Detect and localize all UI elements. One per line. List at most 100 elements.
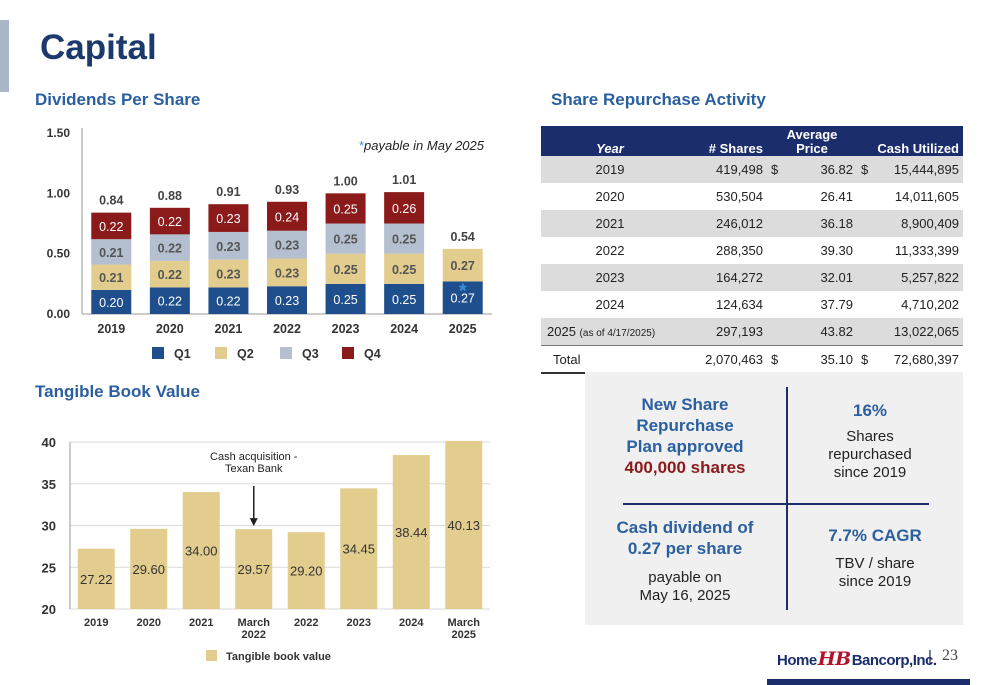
bar-value-label: 0.25: [333, 263, 357, 277]
value: 72,680,397: [893, 351, 959, 367]
tbv-bar: [340, 488, 378, 609]
cash-cell: 13,022,065: [857, 318, 963, 346]
year-cell: 2021: [541, 210, 679, 237]
cagr-line1: TBV / share: [835, 555, 915, 572]
bar-segment-q1: [208, 287, 249, 314]
bar-segment-q2: [208, 259, 249, 288]
currency-symbol: $: [861, 162, 869, 177]
bar-value-label: 27.22: [80, 572, 113, 587]
year-cell: 2023: [541, 264, 679, 291]
tbv-bar: [392, 455, 430, 609]
year-text: 2021: [595, 216, 625, 231]
legend-swatch-q3: [280, 347, 292, 359]
bar-asterisk: *: [459, 280, 467, 302]
bar-segment-q2: [91, 264, 132, 290]
tbv-title: Tangible Book Value: [35, 382, 200, 401]
table-row: 2025 (as of 4/17/2025) 297,193 43.82 13,022…: [541, 318, 963, 346]
year-cell: 2024: [541, 291, 679, 318]
x-tick-label: 2025: [452, 629, 476, 641]
bar-segment-q4: [91, 212, 132, 240]
bar-total-label: 0.91: [216, 185, 240, 199]
col-average-line2: Price: [796, 141, 828, 156]
legend-label-q4: Q4: [364, 347, 381, 361]
year-note: (as of 4/17/2025): [579, 328, 656, 339]
bar-segment-q1: [149, 287, 190, 314]
value: 39.30: [820, 243, 853, 258]
bar-value-label: 0.22: [216, 295, 240, 309]
legend-swatch-q1: [152, 347, 164, 359]
bar-segment-q1: [267, 286, 307, 314]
value: 36.18: [820, 216, 853, 231]
bar-segment-q1: [325, 283, 366, 314]
bar-value-label: 0.21: [99, 271, 123, 285]
value: 35.10: [820, 351, 853, 367]
bar-value-label: 0.23: [216, 212, 240, 226]
x-tick-label: 2022: [294, 617, 318, 629]
table-total-row: Total 2,070,463 $35.10 $72,680,397: [541, 345, 963, 374]
bar-value-label: 0.23: [275, 294, 299, 308]
table-row: 2023 164,272 32.01 5,257,822: [541, 264, 963, 291]
bar-segment-q4: [267, 201, 307, 231]
bar-value-label: 40.13: [447, 518, 480, 533]
y-tick-label: 35: [42, 477, 56, 492]
y-tick-label: 40: [42, 435, 56, 450]
table-row: 2020 530,504 26.41 14,011,605: [541, 183, 963, 210]
table-row: 2024 124,634 37.79 4,710,202: [541, 291, 963, 318]
bar-value-label: 0.25: [392, 263, 416, 277]
cash-cell: 5,257,822: [857, 264, 963, 291]
repurchased-cell: 16% Shares repurchased since 2019: [790, 400, 950, 482]
divider-vertical: [786, 387, 788, 610]
currency-symbol: $: [771, 351, 779, 367]
dividend-line4: May 16, 2025: [639, 587, 731, 604]
bar-total-label: 0.88: [158, 189, 182, 203]
col-cash: Cash Utilized: [857, 126, 963, 156]
page-separator: |: [928, 648, 932, 665]
currency-symbol: $: [861, 351, 869, 367]
annotation-text: Cash acquisition -: [210, 451, 298, 463]
bar-value-label: 0.22: [158, 215, 182, 229]
bar-value-label: 0.23: [275, 266, 299, 280]
shares-cell: 297,193: [679, 318, 767, 346]
x-tick-label: March: [238, 617, 271, 629]
bar-segment-q3: [91, 239, 132, 265]
cagr-line2: since 2019: [838, 573, 912, 590]
bar-total-label: 1.00: [333, 174, 357, 188]
bar-segment-q3: [325, 223, 366, 254]
value: 13,022,065: [893, 324, 959, 339]
repurchased-line3: since 2019: [833, 464, 907, 481]
year-text: 2025: [547, 324, 576, 339]
bar-value-label: 0.25: [333, 233, 357, 247]
annotation-text: Texan Bank: [225, 463, 283, 475]
dividends-chart: 0.00 0.50 1.00 1.50 0.20 0.21 0.21 0.22 0.84 2019…: [47, 126, 492, 361]
bar-value-label: 0.22: [99, 220, 123, 234]
bar-value-label: 0.21: [99, 246, 123, 260]
value: 4,710,202: [901, 297, 959, 312]
tbv-bar: [287, 532, 325, 609]
year-cell: 2025 (as of 4/17/2025): [541, 318, 679, 346]
y-tick-label: 1.00: [47, 186, 71, 200]
company-logo: HomeHBBancorp,Inc.: [777, 648, 937, 670]
table-row: 2021 246,012 36.18 8,900,409: [541, 210, 963, 237]
note-asterisk: *: [359, 138, 364, 153]
year-text: 2024: [595, 297, 625, 312]
shares-cell: 2,070,463: [679, 345, 767, 374]
table-row: 2019 419,498 $36.82 $15,444,895: [541, 156, 963, 183]
dividend-cell: Cash dividend of 0.27 per share payable …: [590, 517, 780, 605]
highlights-box: New Share Repurchase Plan approved 400,0…: [585, 372, 963, 625]
x-tick-label: 2022: [273, 322, 301, 336]
shares-cell: 164,272: [679, 264, 767, 291]
bar-value-label: 0.25: [333, 293, 357, 307]
bar-value-label: 29.20: [290, 564, 323, 579]
col-average-line1: Average: [786, 127, 838, 142]
plan-line2: Repurchase: [636, 416, 734, 435]
tbv-bar: [235, 529, 273, 609]
y-tick-label: 25: [42, 560, 56, 575]
bar-value-label: 29.57: [237, 562, 270, 577]
shares-cell: 246,012: [679, 210, 767, 237]
x-tick-label: 2024: [399, 617, 424, 629]
year-text: 2019: [595, 162, 625, 177]
legend-label-q3: Q3: [302, 347, 319, 361]
value: 26.41: [820, 189, 853, 204]
accent-bar: [0, 20, 9, 92]
bar-value-label: 0.26: [392, 202, 416, 216]
